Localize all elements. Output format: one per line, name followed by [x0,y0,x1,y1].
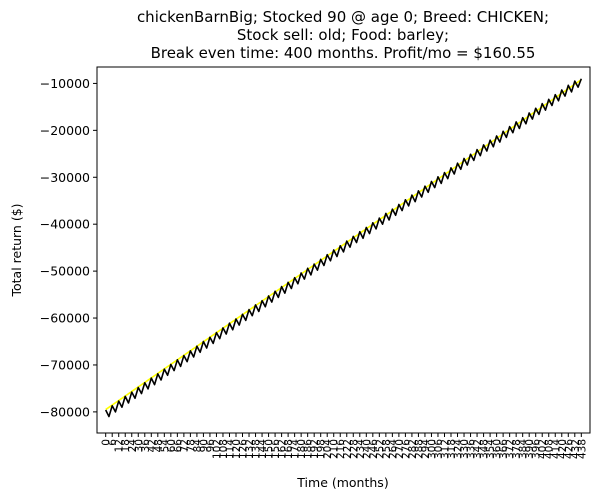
x-tick-label: 192 [309,439,321,459]
y-tick-label: −80000 [40,404,90,419]
x-tick-label: 432 [570,439,582,459]
x-tick-label: 102 [211,439,223,459]
x-axis-label: Time (months) [296,475,388,490]
x-tick-label: 168 [283,439,295,459]
x-tick-label: 78 [185,439,197,452]
x-tick-label: 84 [192,439,204,453]
x-tick-label: 96 [205,439,217,453]
x-tick-label: 282 [407,439,419,459]
x-tick-label: 354 [485,439,497,459]
x-tick-label: 114 [224,439,236,459]
x-axis: 0612182430364248546066727884909610210811… [101,433,588,459]
x-tick-label: 312 [439,439,451,459]
x-tick-label: 12 [114,439,126,452]
x-tick-label: 36 [140,439,152,453]
x-tick-label: 90 [198,439,210,452]
x-tick-label: 150 [264,439,276,459]
x-tick-label: 342 [472,439,484,459]
y-axis-label: Total return ($) [9,203,24,297]
y-tick-label: −10000 [40,76,90,91]
x-tick-label: 390 [524,439,536,459]
x-tick-label: 366 [498,439,510,459]
x-tick-label: 372 [505,439,517,459]
x-tick-label: 318 [446,439,458,459]
x-tick-label: 6 [107,439,119,446]
y-tick-label: −30000 [40,170,90,185]
y-tick-label: −70000 [40,357,90,372]
x-tick-label: 234 [355,439,367,459]
x-tick-label: 60 [166,439,178,452]
x-tick-label: 378 [511,439,523,459]
x-tick-label: 402 [537,439,549,459]
x-tick-label: 408 [544,439,556,459]
series-layer [104,78,583,418]
x-tick-label: 144 [257,439,269,459]
x-tick-label: 300 [426,439,438,459]
x-tick-label: 0 [101,439,113,446]
x-tick-label: 120 [231,439,243,459]
x-tick-label: 162 [277,439,289,459]
x-tick-label: 174 [290,439,302,459]
x-tick-label: 264 [387,439,399,459]
x-tick-label: 246 [368,439,380,459]
x-tick-label: 276 [400,439,412,459]
x-tick-label: 210 [329,439,341,459]
x-tick-label: 252 [374,439,386,459]
x-tick-label: 288 [413,439,425,459]
title-line-2: Stock sell: old; Food: barley; [237,26,449,44]
y-tick-label: −40000 [40,217,90,232]
x-tick-label: 48 [153,439,165,452]
x-tick-label: 42 [146,439,158,452]
x-tick-label: 108 [218,439,230,459]
plot-frame [96,66,591,434]
x-tick-label: 30 [133,439,145,452]
x-tick-label: 54 [159,439,171,453]
x-tick-label: 180 [296,439,308,459]
x-tick-label: 324 [453,439,465,459]
title-line-1: chickenBarnBig; Stocked 90 @ age 0; Bree… [137,8,549,26]
y-tick-label: −20000 [40,123,90,138]
x-tick-label: 198 [316,439,328,459]
x-tick-label: 330 [459,439,471,459]
x-tick-label: 24 [127,439,139,453]
x-tick-label: 126 [238,439,250,459]
x-tick-label: 156 [270,439,282,459]
x-tick-label: 438 [576,439,588,459]
x-tick-label: 66 [172,439,184,453]
title-line-3: Break even time: 400 months. Profit/mo =… [151,44,536,62]
x-tick-label: 306 [433,439,445,459]
x-tick-label: 18 [120,439,132,452]
x-tick-label: 426 [563,439,575,459]
y-tick-label: −50000 [40,264,90,279]
x-tick-label: 420 [557,439,569,459]
x-tick-label: 228 [348,439,360,459]
series-line-2 [104,78,583,418]
x-tick-label: 336 [466,439,478,459]
x-tick-label: 138 [251,439,263,459]
x-tick-label: 222 [342,439,354,459]
chart-title: chickenBarnBig; Stocked 90 @ age 0; Bree… [137,8,549,62]
x-tick-label: 216 [335,439,347,459]
x-tick-label: 396 [531,439,543,459]
x-tick-label: 360 [492,439,504,459]
x-tick-label: 294 [420,439,432,459]
y-tick-label: −60000 [40,311,90,326]
y-axis: −80000 −70000 −60000 −50000 −40000 −30000 −200… [40,76,97,419]
x-tick-label: 204 [322,439,334,459]
x-tick-label: 414 [550,439,562,459]
x-tick-label: 270 [394,439,406,459]
x-tick-label: 186 [303,439,315,459]
x-tick-label: 132 [244,439,256,459]
x-tick-label: 258 [381,439,393,459]
x-tick-label: 384 [518,439,530,459]
x-tick-label: 240 [361,439,373,459]
x-tick-label: 348 [479,439,491,459]
x-tick-label: 72 [179,439,191,452]
